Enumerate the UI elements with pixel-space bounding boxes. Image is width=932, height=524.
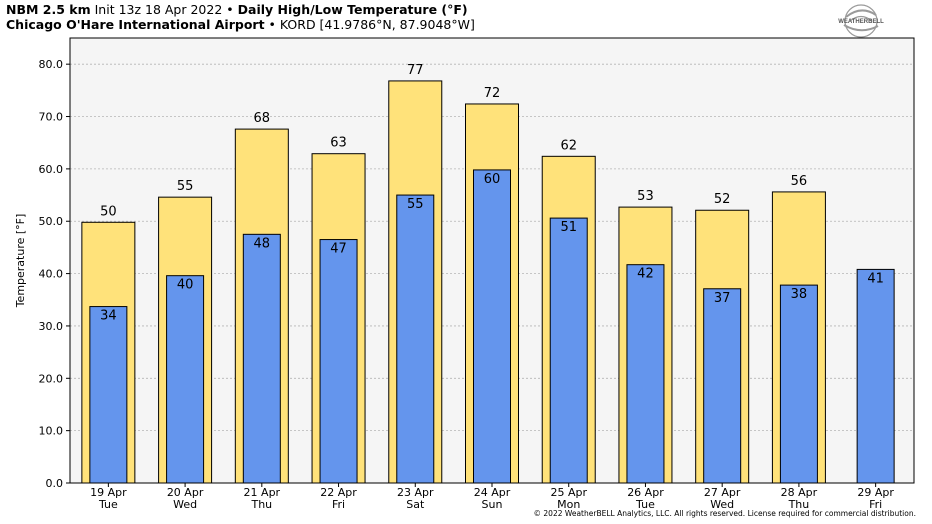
low-temp-bar [319, 239, 358, 484]
low-temp-bar [626, 264, 665, 484]
copyright-notice: © 2022 WeatherBELL Analytics, LLC. All r… [533, 509, 916, 518]
y-tick-label: 70.0 [39, 111, 64, 124]
bars: 50 34 55 40 68 48 63 47 77 55 72 60 62 51 53 42 52 37 56 38… [81, 63, 895, 484]
weatherbell-swirl-icon [843, 4, 879, 38]
x-tick-weekday: Mon [557, 498, 580, 511]
x-tick-weekday: Fri [332, 498, 345, 511]
low-temp-bar [856, 268, 895, 484]
low-temp-label: 38 [791, 287, 808, 302]
high-temp-label: 68 [254, 111, 271, 126]
low-temp-label: 48 [254, 236, 271, 251]
x-tick-weekday: Sun [482, 498, 503, 511]
low-temp-label: 41 [867, 271, 884, 286]
y-tick-label: 80.0 [39, 58, 64, 71]
chart-header-line1: NBM 2.5 km Init 13z 18 Apr 2022 • Daily … [6, 2, 468, 17]
x-tick-date: 27 Apr [704, 486, 741, 499]
x-tick-date: 22 Apr [320, 486, 357, 499]
logo-text: WEATHERBELL [838, 19, 884, 25]
x-tick-weekday: Sat [406, 498, 425, 511]
init-time: Init 13z 18 Apr 2022 [94, 2, 223, 17]
x-tick-weekday: Fri [869, 498, 882, 511]
x-tick-date: 21 Apr [244, 486, 281, 499]
y-axis-label: Temperature [°F] [14, 214, 27, 309]
weatherbell-logo: WEATHERBELL [838, 4, 884, 38]
low-temp-bar [396, 194, 435, 484]
low-temp-label: 55 [407, 197, 424, 212]
high-temp-label: 55 [177, 179, 194, 194]
x-tick-date: 28 Apr [781, 486, 818, 499]
header-separator: • [226, 2, 234, 17]
low-temp-bar [703, 288, 742, 484]
y-tick-label: 60.0 [39, 163, 64, 176]
high-temp-label: 52 [714, 192, 731, 207]
x-tick-date: 20 Apr [167, 486, 204, 499]
chart-title: Daily High/Low Temperature (°F) [237, 2, 468, 17]
y-tick-label: 20.0 [39, 372, 64, 385]
low-temp-label: 34 [100, 309, 117, 324]
low-temp-label: 37 [714, 291, 731, 306]
y-tick-label: 0.0 [46, 477, 64, 490]
low-temp-label: 47 [330, 242, 347, 257]
high-temp-label: 53 [637, 189, 654, 204]
x-tick-weekday: Wed [710, 498, 734, 511]
high-temp-label: 77 [407, 63, 424, 78]
x-tick-date: 19 Apr [90, 486, 127, 499]
low-temp-label: 51 [560, 220, 577, 235]
y-tick-label: 10.0 [39, 425, 64, 438]
low-temp-label: 42 [637, 267, 654, 282]
axes: 0.0 10.0 20.0 30.0 40.0 50.0 60.0 70.0 80.0 19 Ap… [39, 58, 895, 511]
low-temp-bar [779, 284, 818, 484]
model-name: NBM 2.5 km [6, 2, 91, 17]
x-tick-date: 29 Apr [857, 486, 894, 499]
y-tick-label: 50.0 [39, 215, 64, 228]
low-temp-bar [166, 275, 205, 484]
high-temp-label: 62 [560, 138, 577, 153]
header-separator-2: • [268, 17, 276, 32]
y-tick-label: 30.0 [39, 320, 64, 333]
high-temp-label: 63 [330, 136, 347, 151]
x-tick-weekday: Wed [173, 498, 197, 511]
low-temp-bar [242, 233, 281, 484]
chart-header-line2: Chicago O'Hare International Airport • K… [6, 17, 475, 32]
x-tick-date: 25 Apr [550, 486, 587, 499]
high-temp-label: 56 [791, 174, 808, 189]
low-temp-bar [473, 169, 511, 484]
station-name: Chicago O'Hare International Airport [6, 17, 265, 32]
low-temp-label: 60 [484, 172, 501, 187]
x-tick-weekday: Tue [98, 498, 118, 511]
x-tick-date: 23 Apr [397, 486, 434, 499]
low-temp-bar [549, 217, 588, 484]
station-code: KORD [41.9786°N, 87.9048°W] [279, 17, 475, 32]
x-tick-weekday: Thu [250, 498, 272, 511]
low-temp-label: 40 [177, 278, 194, 293]
high-temp-label: 72 [484, 86, 501, 101]
y-tick-label: 40.0 [39, 268, 64, 281]
x-tick-weekday: Thu [788, 498, 810, 511]
x-tick-date: 24 Apr [474, 486, 511, 499]
x-tick-date: 26 Apr [627, 486, 664, 499]
low-temp-bar [89, 306, 128, 484]
high-temp-label: 50 [100, 204, 117, 219]
x-tick-weekday: Tue [635, 498, 655, 511]
